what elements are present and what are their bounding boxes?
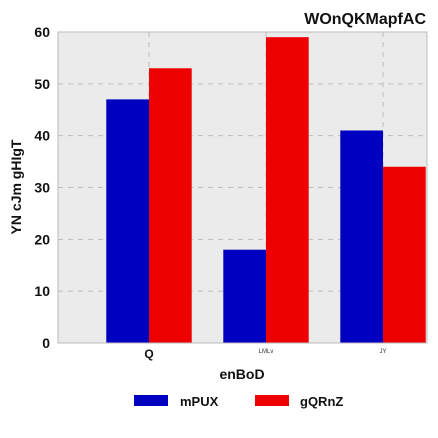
y-axis-label: YN cJm gHIgT [8,139,24,234]
bar-series-1-2 [340,130,383,343]
bar-series-2-2 [383,166,426,343]
bar-series-2-1 [266,37,309,343]
chart-title: WOnQKMapfAC [304,11,426,28]
legend-label-series-2: gQRnZ [300,394,343,409]
y-tick-label: 0 [42,335,50,351]
bar-series-2-0 [149,68,192,344]
plot-frame [57,31,428,344]
legend-swatch-series-1 [134,395,168,406]
y-tick-label: 40 [34,128,50,144]
bars [106,37,426,344]
bar-series-1-1 [223,249,266,343]
x-tick-label: LMLv [259,349,274,355]
bar-series-1-0 [106,99,149,343]
y-tick-label: 60 [34,24,50,40]
legend: mPUX gQRnZ [134,394,343,409]
x-tick-labels: Q LMLv JY [144,347,386,361]
y-tick-label: 30 [34,180,50,196]
x-axis-label: enBoD [219,366,264,382]
legend-swatch-series-2 [255,395,289,406]
y-tick-label: 10 [34,283,50,299]
y-tick-label: 50 [34,76,50,92]
y-tick-label: 20 [34,231,50,247]
y-tick-labels: 0 10 20 30 40 50 60 [34,24,50,351]
x-tick-label: Q [144,347,153,361]
legend-label-series-1: mPUX [180,394,219,409]
x-tick-label: JY [379,349,386,355]
